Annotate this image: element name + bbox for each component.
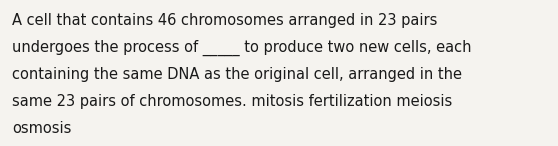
Text: containing the same DNA as the original cell, arranged in the: containing the same DNA as the original … [12, 67, 462, 82]
Text: same 23 pairs of chromosomes. mitosis fertilization meiosis: same 23 pairs of chromosomes. mitosis fe… [12, 94, 453, 109]
Text: A cell that contains 46 chromosomes arranged in 23 pairs: A cell that contains 46 chromosomes arra… [12, 13, 437, 28]
Text: undergoes the process of _____ to produce two new cells, each: undergoes the process of _____ to produc… [12, 40, 472, 56]
Text: osmosis: osmosis [12, 121, 71, 136]
